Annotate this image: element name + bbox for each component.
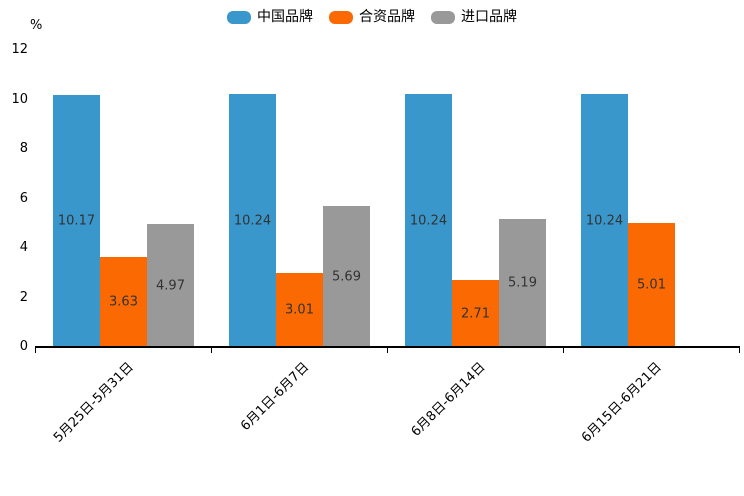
- x-axis-tick: [211, 346, 212, 353]
- legend-item-0[interactable]: 中国品牌: [227, 8, 313, 26]
- bar-value-label: 2.71: [461, 306, 490, 321]
- x-tick-label: 6月1日-6月7日: [238, 359, 313, 434]
- y-tick-label: 12: [11, 42, 28, 57]
- bar-value-label: 3.01: [285, 302, 314, 318]
- legend-swatch-icon: [431, 10, 455, 24]
- bar-合资品牌-3[interactable]: 5.01: [628, 223, 675, 347]
- x-axis-tick: [739, 346, 740, 353]
- bar-合资品牌-1[interactable]: 3.01: [276, 273, 323, 347]
- bar-中国品牌-2[interactable]: 10.24: [405, 94, 452, 347]
- x-axis-tick: [387, 346, 388, 353]
- plot-area: 10.17 3.63 4.97 10.24 3.01 5.69 10.24 2.71 5.19 1…: [35, 50, 739, 347]
- legend-item-1[interactable]: 合资品牌: [329, 8, 415, 26]
- bar-进口品牌-2[interactable]: 5.19: [499, 219, 546, 347]
- bar-中国品牌-3[interactable]: 10.24: [581, 94, 628, 347]
- legend-label: 合资品牌: [359, 9, 415, 25]
- bar-value-label: 10.17: [57, 213, 96, 229]
- legend-swatch-icon: [329, 10, 353, 24]
- x-tick-label: 6月8日-6月14日: [408, 359, 489, 440]
- x-axis-tick: [35, 346, 36, 353]
- legend-item-2[interactable]: 进口品牌: [431, 8, 517, 26]
- x-axis-tick: [563, 346, 564, 353]
- bar-value-label: 5.69: [332, 269, 361, 284]
- bar-合资品牌-2[interactable]: 2.71: [452, 280, 499, 347]
- bar-value-label: 5.01: [637, 277, 666, 293]
- x-tick-label: 6月15日-6月21日: [578, 359, 665, 446]
- legend-label: 中国品牌: [257, 9, 313, 25]
- bar-中国品牌-1[interactable]: 10.24: [229, 94, 276, 347]
- y-tick-label: 0: [19, 339, 28, 354]
- legend: 中国品牌 合资品牌 进口品牌: [0, 8, 744, 26]
- legend-label: 进口品牌: [461, 9, 517, 25]
- y-tick-label: 10: [11, 91, 28, 107]
- bar-value-label: 10.24: [409, 213, 448, 228]
- bar-value-label: 10.24: [233, 213, 272, 228]
- bar-进口品牌-0[interactable]: 4.97: [147, 224, 194, 347]
- bar-value-label: 10.24: [585, 213, 624, 228]
- bar-value-label: 3.63: [109, 294, 138, 310]
- bar-中国品牌-0[interactable]: 10.17: [53, 95, 100, 347]
- bar-进口品牌-1[interactable]: 5.69: [323, 206, 370, 347]
- y-tick-label: 2: [19, 289, 28, 305]
- y-tick-label: 8: [19, 141, 28, 156]
- bar-合资品牌-0[interactable]: 3.63: [100, 257, 147, 347]
- y-tick-label: 6: [19, 190, 28, 206]
- bar-value-label: 5.19: [508, 275, 537, 291]
- y-tick-label: 4: [19, 240, 28, 255]
- bar-value-label: 4.97: [156, 278, 185, 293]
- x-tick-label: 5月25日-5月31日: [50, 359, 137, 446]
- legend-swatch-icon: [227, 10, 251, 24]
- y-axis-unit-label: %: [30, 18, 43, 33]
